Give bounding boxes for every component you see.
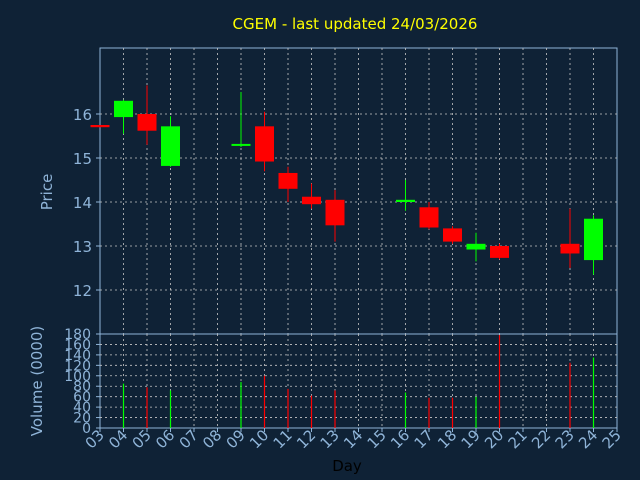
price-axis-label: Price [38,174,56,211]
price-tick-label: 13 [73,238,92,256]
candle-body [114,100,133,118]
x-tick-label: 21 [505,426,531,452]
volume-tick-label: 180 [64,327,91,343]
candle-body [90,125,110,128]
candle-body [231,143,251,146]
volume-panel: 0204060801001201401601800304050607080910… [64,327,625,452]
candle-body [325,199,345,226]
x-tick-label: 17 [411,426,437,452]
x-tick-label: 25 [599,426,625,452]
volume-tick-label: 80 [73,379,91,395]
x-tick-label: 06 [152,426,178,452]
chart-title: CGEM - last updated 24/03/2026 [233,15,478,33]
volume-tick-label: 160 [64,337,91,353]
candle-body [396,199,415,202]
x-tick-label: 22 [528,426,554,452]
volume-tick-label: 140 [64,348,91,364]
volume-tick-label: 20 [73,411,91,427]
price-panel: 12 13 14 15 16 [73,47,618,335]
price-tick-label: 15 [73,150,92,168]
candle-body [443,228,462,242]
x-tick-label: 04 [105,426,131,452]
candle-body [255,126,274,162]
volume-tick-label: 40 [73,400,91,416]
candle-body [560,243,580,254]
x-tick-label: 15 [364,426,390,452]
candle-body [302,196,321,205]
x-tick-label: 07 [176,426,202,452]
x-tick-label: 11 [270,426,296,452]
x-tick-label: 23 [552,426,578,452]
x-tick-label: 14 [340,426,366,452]
candle-body [137,114,157,131]
x-tick-label: 16 [387,426,413,452]
price-plot-frame [99,47,618,335]
x-tick-label: 10 [246,426,272,452]
x-tick-label: 05 [129,426,155,452]
volume-tick-label: 0 [82,421,91,437]
candle-body [278,172,298,189]
price-tick-label: 16 [73,106,92,124]
x-tick-label: 13 [317,426,343,452]
x-tick-label: 09 [223,426,249,452]
price-tick-label: 14 [73,194,92,212]
volume-axis-label: Volume (0000) [28,326,46,436]
candle-body [161,126,180,166]
volume-tick-label: 60 [73,390,91,406]
candle-body [466,243,486,250]
candle-body [419,207,439,228]
x-axis-label: Day [332,457,362,475]
candle-body [490,246,509,258]
price-tick-label: 12 [73,282,92,300]
candle-body [584,218,603,261]
x-tick-label: 19 [458,426,484,452]
x-tick-label: 24 [575,426,601,452]
x-tick-label: 08 [199,426,225,452]
x-tick-label: 20 [481,426,507,452]
x-tick-label: 12 [293,426,319,452]
volume-tick-label: 120 [64,358,91,374]
x-tick-label: 18 [434,426,460,452]
volume-tick-label: 100 [64,369,91,385]
